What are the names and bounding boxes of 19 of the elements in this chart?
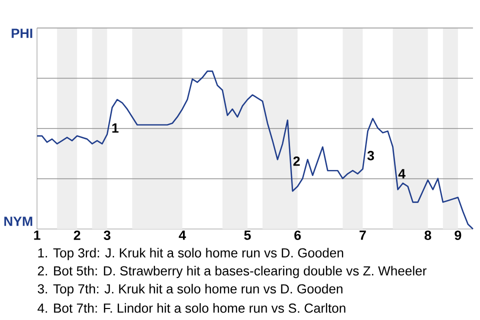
annotation: 2 (293, 156, 300, 166)
text: NYM (4, 216, 32, 226)
x-tick-label: 1 (34, 230, 40, 240)
x-tick-label: 8 (424, 230, 432, 240)
text: 1. Top 3rd: J. Kruk hit a solo home run vs D. Gooden (38, 248, 344, 260)
x-tick-label: 4 (178, 230, 186, 240)
x-tick-label: 5 (244, 230, 251, 240)
x-tick-label: 3 (104, 230, 110, 240)
annotation: 1 (112, 123, 119, 133)
text: PHI (12, 28, 32, 38)
x-tick-label: 9 (454, 230, 462, 240)
x-tick-label: 2 (74, 230, 80, 240)
x-tick-label: 7 (360, 230, 366, 240)
text: 4. Bot 7th: F. Lindor hit a solo home run vs S. Carlton (38, 303, 346, 313)
annotation: 4 (398, 169, 406, 178)
text: 2. Bot 5th: D. Strawberry hit a bases-clearing double vs Z. Wheeler (38, 266, 427, 278)
annotation: 3 (367, 150, 374, 160)
text: 3. Top 7th: J. Kruk hit a solo home run vs D. Gooden (38, 284, 342, 296)
x-tick-label: 6 (294, 230, 301, 240)
